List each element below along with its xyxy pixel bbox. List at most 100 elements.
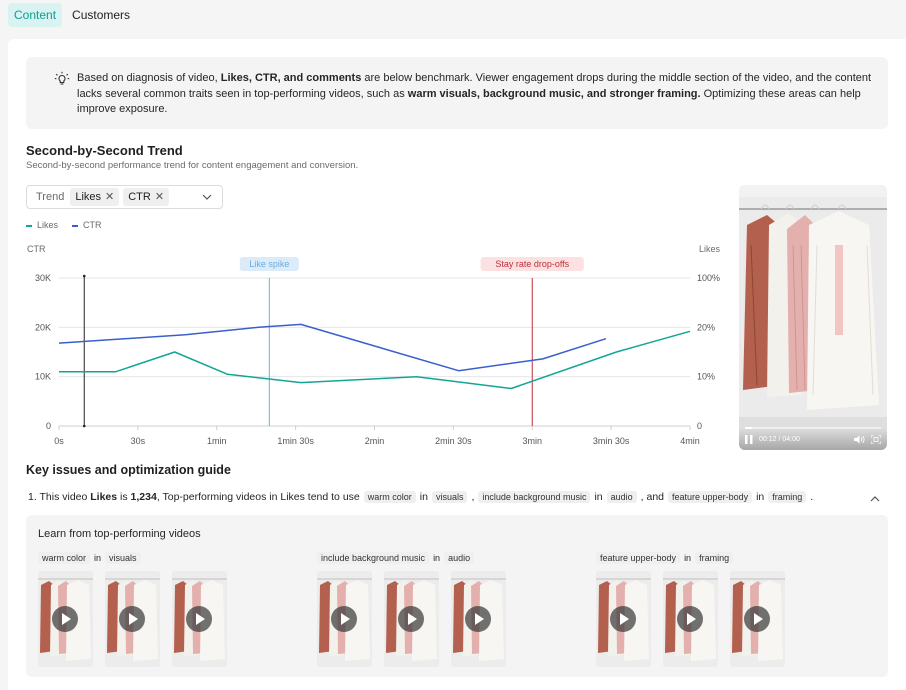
group-header: warm color in visuals xyxy=(38,551,227,565)
legend-item-ctr: CTR xyxy=(72,220,102,230)
pause-icon[interactable] xyxy=(745,434,753,444)
issue-in: in xyxy=(756,491,765,503)
tag-framing: framing xyxy=(768,491,807,503)
legend-item-likes: Likes xyxy=(26,220,58,230)
y-tick-label-right: 10% xyxy=(697,372,715,382)
learn-title: Learn from top-performing videos xyxy=(38,528,201,540)
issue-in: in xyxy=(594,491,603,503)
video-thumbnail[interactable] xyxy=(663,571,718,667)
play-icon[interactable] xyxy=(186,606,212,632)
trend-select-label: Trend xyxy=(36,191,65,203)
volume-icon[interactable] xyxy=(854,435,865,444)
trend-title: Second-by-Second Trend xyxy=(26,143,183,158)
group-header: include background music in audio xyxy=(317,551,506,565)
video-thumbnail[interactable] xyxy=(384,571,439,667)
y-tick-label-left: 30K xyxy=(35,273,51,283)
chart-legend: Likes CTR xyxy=(26,220,102,230)
thumb-row xyxy=(596,571,785,667)
cursor-dot xyxy=(82,424,86,428)
x-tick-label: 0s xyxy=(54,436,64,446)
x-tick-label: 2min 30s xyxy=(435,436,472,446)
chevron-up-icon[interactable] xyxy=(870,495,880,503)
diagnosis-box: Based on diagnosis of video, Likes, CTR,… xyxy=(26,57,888,129)
video-thumbnail[interactable] xyxy=(451,571,506,667)
play-icon[interactable] xyxy=(677,606,703,632)
issue-in: in xyxy=(419,491,428,503)
play-icon[interactable] xyxy=(52,606,78,632)
series-line-ctr xyxy=(58,323,607,372)
video-thumbnail[interactable] xyxy=(172,571,227,667)
play-icon[interactable] xyxy=(744,606,770,632)
play-icon[interactable] xyxy=(398,606,424,632)
left-axis-label: CTR xyxy=(27,244,46,254)
issue-text: 1. This video Likes is 1,234, Top-perfor… xyxy=(28,491,360,503)
x-tick-label: 4min xyxy=(680,436,700,446)
annotation-badge xyxy=(239,257,299,271)
lightbulb-icon xyxy=(54,71,70,85)
group-in: in xyxy=(94,553,102,563)
learn-panel: Learn from top-performing videos warm co… xyxy=(26,515,888,677)
y-tick-label-left: 0 xyxy=(46,421,51,431)
tag-background-music: include background music xyxy=(478,491,591,503)
chip-likes-label: Likes xyxy=(75,191,102,203)
tag-visuals: visuals xyxy=(431,491,468,503)
annotation-label: Like spike xyxy=(249,259,289,269)
group-tag-category: audio xyxy=(444,552,475,564)
trend-chart: CTR Likes 0 0 10K 10% 20K 20% 30K 100% 0s 30s 1min 1m… xyxy=(27,244,721,446)
group-in: in xyxy=(433,553,441,563)
tag-audio: audio xyxy=(606,491,637,503)
close-icon[interactable]: ✕ xyxy=(154,191,165,203)
group-header: feature upper-body in framing xyxy=(596,551,785,565)
issue-comma: , xyxy=(471,491,475,503)
tag-upper-body: feature upper-body xyxy=(668,491,753,503)
issue-item-1: 1. This video Likes is 1,234, Top-perfor… xyxy=(28,491,813,503)
content-card: Based on diagnosis of video, Likes, CTR,… xyxy=(8,39,906,690)
group-in: in xyxy=(684,553,692,563)
chevron-down-icon[interactable] xyxy=(202,192,212,202)
series-line-likes xyxy=(59,330,691,390)
group-tag-category: framing xyxy=(695,552,734,564)
y-tick-label-right: 100% xyxy=(697,273,720,283)
play-icon[interactable] xyxy=(331,606,357,632)
tab-content[interactable]: Content xyxy=(8,3,63,27)
diagnosis-text: Based on diagnosis of video, Likes, CTR,… xyxy=(77,72,872,115)
right-axis-label: Likes xyxy=(699,244,721,254)
tab-customers[interactable]: Customers xyxy=(72,8,131,22)
group-tag: warm color xyxy=(38,552,91,564)
y-tick-label-left: 10K xyxy=(35,372,51,382)
video-thumbnail[interactable] xyxy=(38,571,93,667)
video-progress-bar[interactable] xyxy=(745,427,881,429)
trend-select[interactable]: Trend Likes ✕ CTR ✕ xyxy=(26,185,223,209)
learn-group-warm-color: warm color in visuals xyxy=(38,551,227,667)
video-thumbnail[interactable] xyxy=(730,571,785,667)
chip-likes: Likes ✕ xyxy=(70,188,120,206)
video-preview[interactable]: 00:12 / 04:00 xyxy=(739,185,887,450)
chip-ctr: CTR ✕ xyxy=(123,188,170,206)
video-thumbnail[interactable] xyxy=(105,571,160,667)
tag-warm-color: warm color xyxy=(363,491,416,503)
chip-ctr-label: CTR xyxy=(128,191,151,203)
x-tick-label: 30s xyxy=(131,436,146,446)
cursor-dot xyxy=(82,274,86,278)
x-tick-label: 3min 30s xyxy=(593,436,630,446)
learn-group-upper-body: feature upper-body in framing xyxy=(596,551,785,667)
close-icon[interactable]: ✕ xyxy=(105,191,115,203)
group-tag: include background music xyxy=(317,552,430,564)
legend-label-likes: Likes xyxy=(37,220,59,230)
play-icon[interactable] xyxy=(119,606,145,632)
video-thumbnail[interactable] xyxy=(317,571,372,667)
video-progress-fill xyxy=(745,427,752,429)
legend-label-ctr: CTR xyxy=(83,220,102,230)
annotation-label: Stay rate drop-offs xyxy=(495,259,569,269)
play-icon[interactable] xyxy=(465,606,491,632)
play-icon[interactable] xyxy=(610,606,636,632)
y-tick-label-left: 20K xyxy=(35,322,51,332)
video-thumbnail[interactable] xyxy=(596,571,651,667)
issue-and: , and xyxy=(640,491,665,503)
issue-period: . xyxy=(810,491,814,503)
learn-group-background-music: include background music in audio xyxy=(317,551,506,667)
fullscreen-icon[interactable] xyxy=(871,434,881,444)
video-time: 00:12 / 04:00 xyxy=(759,435,800,443)
issues-title: Key issues and optimization guide xyxy=(26,463,231,477)
top-tabs: Content Customers xyxy=(8,3,136,27)
